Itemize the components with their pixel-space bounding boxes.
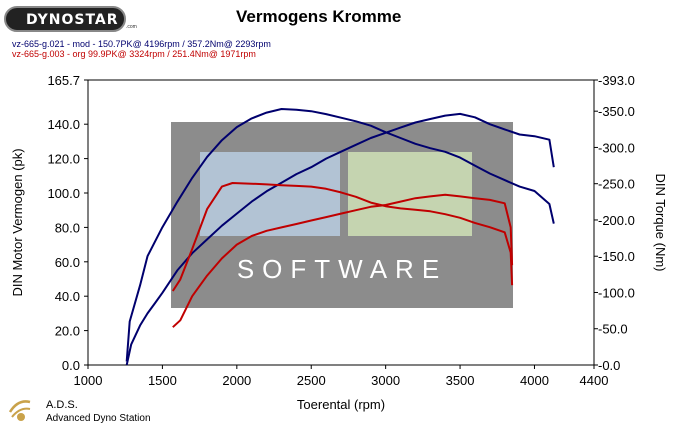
logo-suffix: .com: [126, 24, 137, 30]
x-tick-label: 3000: [371, 373, 400, 388]
y-left-tick-label: 140.0: [47, 117, 80, 132]
y-left-tick-label: 165.7: [47, 73, 80, 88]
y-left-tick-label: 100.0: [47, 186, 80, 201]
y-left-tick-label: 0.0: [62, 358, 80, 373]
watermark-text: SOFTWARE: [237, 254, 447, 284]
y-right-tick-label: -250.0: [598, 177, 635, 192]
y-left-tick-label: 20.0: [55, 324, 80, 339]
y-right-tick-label: -50.0: [598, 322, 628, 337]
eq-software-watermark: SOFTWARE: [171, 122, 513, 308]
x-tick-label: 3500: [446, 373, 475, 388]
y-right-tick-label: -393.0: [598, 73, 635, 88]
legend-run-mod: vz-665-g.021 - mod - 150.7PK@ 4196rpm / …: [12, 39, 271, 49]
y-left-tick-label: 40.0: [55, 289, 80, 304]
y-left-tick-label: 80.0: [55, 220, 80, 235]
x-tick-label: 4400: [580, 373, 609, 388]
footer-subtitle: Advanced Dyno Station: [46, 413, 151, 424]
y-right-tick-label: -350.0: [598, 104, 635, 119]
x-tick-label: 1000: [74, 373, 103, 388]
y-left-tick-label: 120.0: [47, 152, 80, 167]
series-line-mod-torque: [125, 108, 555, 362]
watermark-q-letter: [348, 152, 472, 236]
y-right-tick-label: -300.0: [598, 140, 635, 155]
y-left-axis-label: DIN Motor Vermogen (pk): [10, 148, 25, 296]
y-right-tick-label: -100.0: [598, 285, 635, 300]
y-left-tick-label: 60.0: [55, 255, 80, 270]
legend-run-org: vz-665-g.003 - org 99.9PK@ 3324rpm / 251…: [12, 49, 256, 59]
series-lines: [125, 108, 555, 366]
series-line-org-power: [172, 193, 514, 328]
axes: 1000 1500 2000 2500 3000 3500 4000 4400 0.0 20.0 4…: [10, 73, 668, 412]
series-line-org-torque: [171, 182, 514, 292]
x-axis-label: Toerental (rpm): [297, 397, 385, 412]
chart-title: Vermogens Kromme: [236, 7, 402, 26]
x-tick-label: 2500: [297, 373, 326, 388]
x-tick-label: 4000: [520, 373, 549, 388]
series-line-mod-power: [125, 112, 555, 366]
y-right-tick-label: -200.0: [598, 213, 635, 228]
x-tick-label: 1500: [148, 373, 177, 388]
y-right-axis-label: DIN Torque (Nm): [653, 173, 668, 271]
dynostar-logo: DYNOSTAR: [4, 6, 126, 32]
ads-logo-icon: [8, 400, 31, 421]
y-right-tick-label: -0.0: [598, 358, 620, 373]
plot-frame: [87, 79, 595, 366]
x-tick-label: 2000: [222, 373, 251, 388]
y-right-tick-label: -150.0: [598, 249, 635, 264]
watermark-e-letter: [200, 152, 340, 236]
footer-title: A.D.S.: [46, 399, 78, 411]
